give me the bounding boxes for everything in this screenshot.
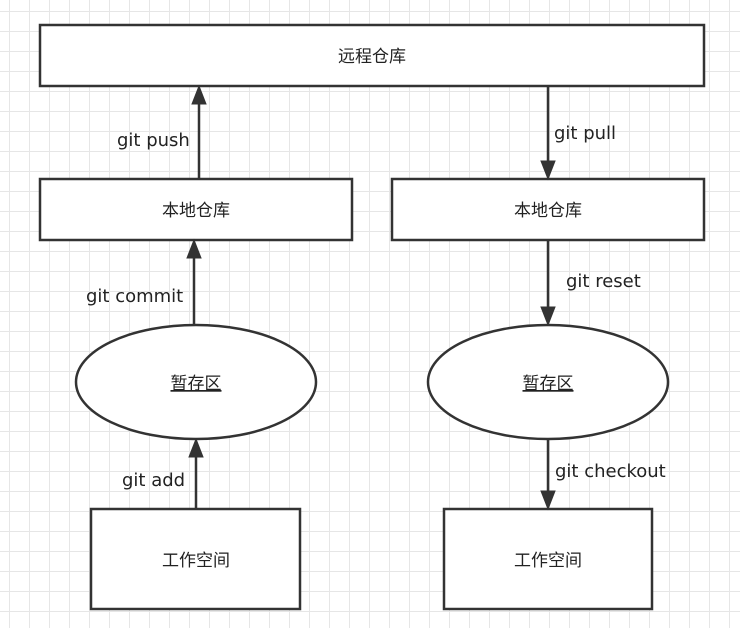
workspace-right-label: 工作空间 <box>514 551 582 571</box>
node-local-repo-left[interactable]: 本地仓库 <box>38 177 354 242</box>
remote-repo-box <box>38 23 706 88</box>
node-staging-right[interactable]: 暂存区 <box>426 323 670 441</box>
commit-arrowhead <box>186 238 202 259</box>
push-label: git push <box>117 130 190 151</box>
reset-arrowhead <box>540 306 556 327</box>
remote-repo-label: 远程仓库 <box>338 47 406 67</box>
staging-left-label: 暂存区 <box>171 374 222 394</box>
local-repo-left-label: 本地仓库 <box>162 201 230 221</box>
push-arrowhead <box>191 84 207 105</box>
local-repo-right-label: 本地仓库 <box>514 201 582 221</box>
edge-git-add: git add <box>122 437 204 509</box>
checkout-arrowhead <box>540 490 556 511</box>
edge-git-checkout: git checkout <box>540 439 666 511</box>
node-local-repo-right[interactable]: 本地仓库 <box>390 177 706 242</box>
reset-label: git reset <box>566 271 641 292</box>
edge-git-commit: git commit <box>86 238 202 325</box>
node-workspace-left[interactable]: 工作空间 <box>89 507 302 611</box>
node-staging-left[interactable]: 暂存区 <box>74 323 318 441</box>
checkout-label: git checkout <box>555 461 666 482</box>
add-arrowhead <box>188 437 204 458</box>
workspace-left-label: 工作空间 <box>162 551 230 571</box>
commit-label: git commit <box>86 286 183 307</box>
edge-git-push: git push <box>117 84 207 179</box>
node-remote-repo[interactable]: 远程仓库 <box>38 23 706 88</box>
node-workspace-right[interactable]: 工作空间 <box>442 507 654 611</box>
pull-label: git pull <box>554 123 616 144</box>
add-label: git add <box>122 470 185 491</box>
edge-git-pull: git pull <box>540 86 616 181</box>
staging-right-label: 暂存区 <box>523 374 574 394</box>
workspace-right-box <box>442 507 654 611</box>
pull-arrowhead <box>540 160 556 181</box>
edge-git-reset: git reset <box>540 240 641 327</box>
local-repo-left-box <box>38 177 354 242</box>
